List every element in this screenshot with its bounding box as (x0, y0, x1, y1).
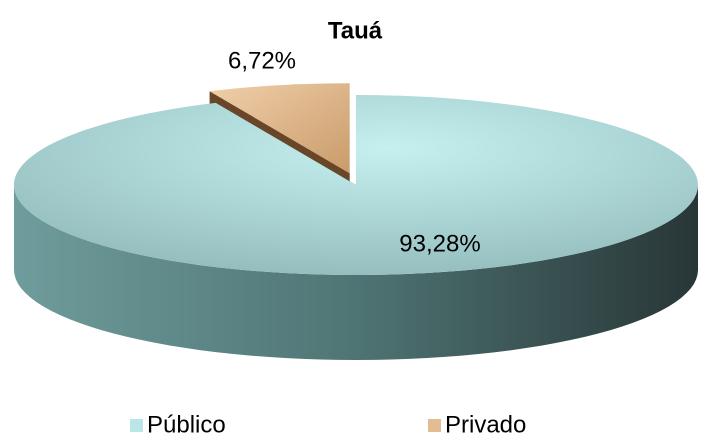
legend-label: Público (147, 411, 226, 436)
chart-title: Tauá (328, 17, 383, 44)
data-label: 6,72% (228, 47, 296, 74)
data-label: 93,28% (399, 230, 480, 257)
legend-swatch (428, 419, 441, 432)
slice-side (14, 185, 698, 360)
slice (13, 95, 698, 275)
slice (209, 83, 350, 174)
legend-swatch (130, 419, 143, 432)
legend-label: Privado (445, 411, 526, 436)
